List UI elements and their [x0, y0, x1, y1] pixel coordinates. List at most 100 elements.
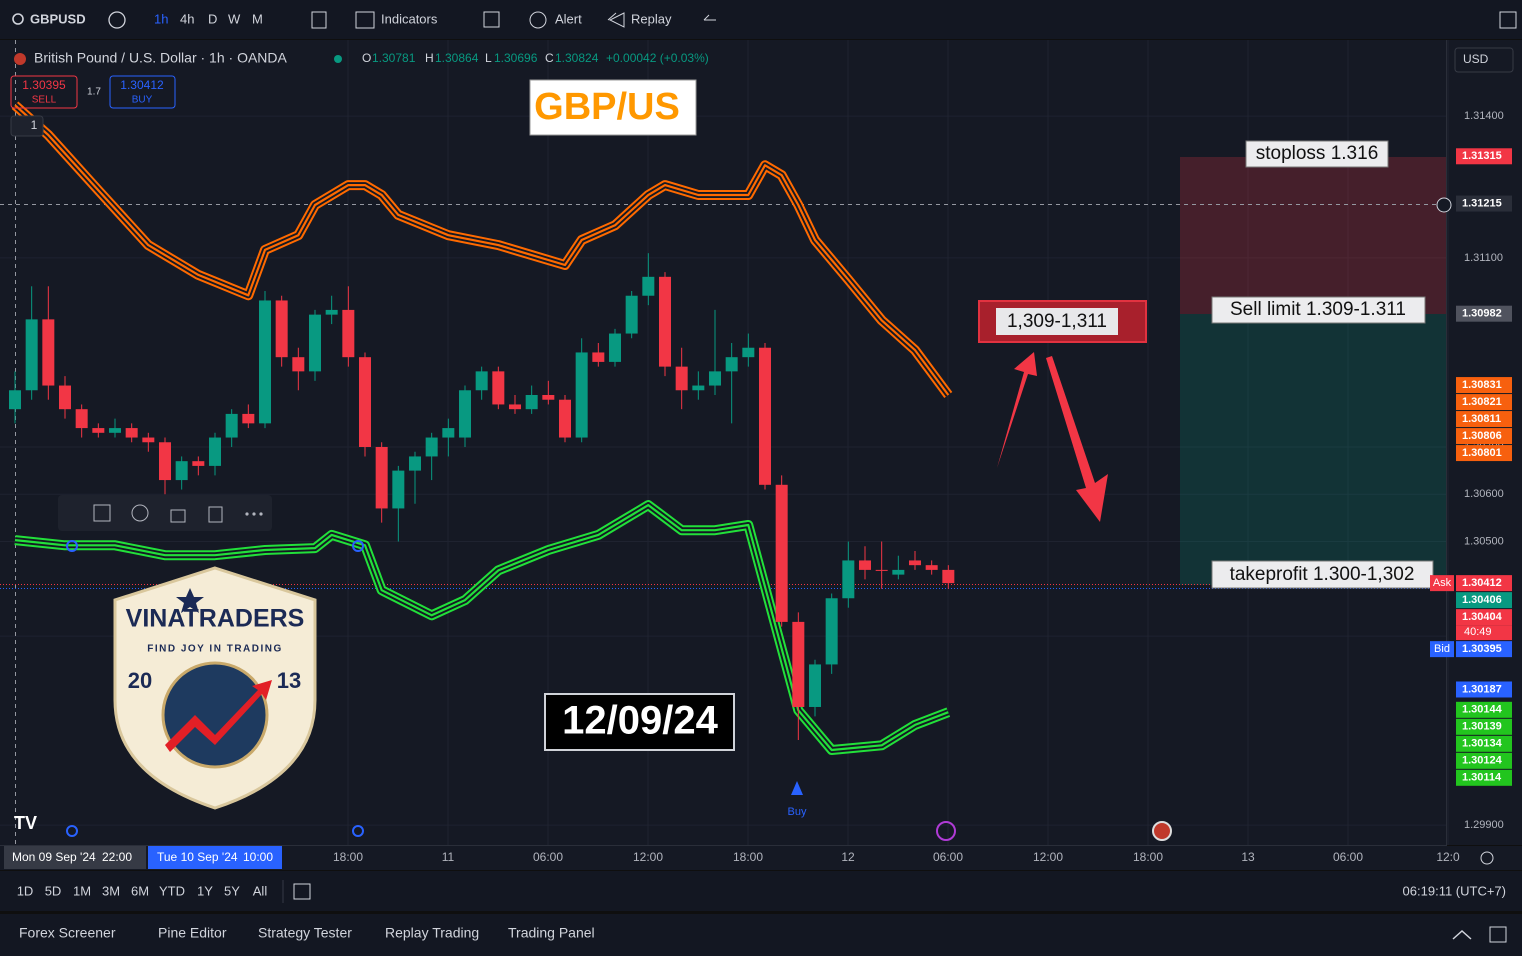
- range-button[interactable]: 1D: [17, 883, 34, 898]
- bottom-tab[interactable]: Strategy Tester: [258, 925, 352, 941]
- range-button[interactable]: 5D: [45, 883, 62, 898]
- buy-label[interactable]: BUY: [132, 95, 153, 106]
- logo-left: 20: [128, 668, 152, 693]
- tool-icon[interactable]: [131, 504, 149, 522]
- range-button[interactable]: 1Y: [197, 883, 213, 898]
- x-tick-label: 06:00: [933, 850, 963, 864]
- add-icon[interactable]: [108, 11, 126, 29]
- more-icon[interactable]: [245, 512, 249, 516]
- sell-button[interactable]: [10, 75, 78, 109]
- range-button[interactable]: 3M: [102, 883, 120, 898]
- y-tick-label: 1.30600: [1464, 488, 1504, 500]
- candle-body: [559, 399, 571, 438]
- price-badge-label: 1.31215: [1462, 197, 1502, 209]
- pair-box: [529, 79, 697, 136]
- indicators[interactable]: Indicators: [381, 11, 438, 26]
- symbol[interactable]: GBPUSD: [30, 11, 86, 26]
- replay-icon[interactable]: [607, 12, 625, 28]
- x-tick-label: 13: [1241, 850, 1255, 864]
- logo-slogan: FIND JOY IN TRADING: [147, 644, 283, 655]
- buy-button[interactable]: [109, 75, 176, 109]
- candle-body: [842, 560, 855, 599]
- search-icon[interactable]: [12, 13, 24, 25]
- chart-type-icon[interactable]: [311, 11, 327, 29]
- sell-price[interactable]: 1.30395: [22, 78, 66, 92]
- bottom-tab[interactable]: Pine Editor: [158, 925, 227, 941]
- alert-icon[interactable]: [529, 11, 547, 29]
- settings-icon[interactable]: [1480, 851, 1494, 865]
- h-label: H: [425, 51, 434, 65]
- candle-body: [925, 565, 938, 570]
- replay[interactable]: Replay: [631, 11, 672, 26]
- price-badge-label: 1.30412: [1462, 577, 1502, 589]
- indicators-icon[interactable]: [355, 11, 375, 29]
- interval[interactable]: D: [208, 11, 217, 26]
- price-badge: [1456, 701, 1512, 718]
- top-toolbar: [0, 0, 1522, 39]
- range-button[interactable]: 5Y: [224, 883, 240, 898]
- price-badge: [1456, 575, 1512, 592]
- candle-body: [525, 394, 538, 410]
- price-badge: [1456, 592, 1512, 609]
- candle-body: [892, 569, 905, 575]
- delete-icon[interactable]: [208, 506, 223, 523]
- price-tag-box: [1430, 641, 1454, 658]
- price-badge: [1456, 445, 1512, 462]
- undo-icon[interactable]: [703, 14, 716, 21]
- range-button[interactable]: 6M: [131, 883, 149, 898]
- interval[interactable]: M: [252, 11, 263, 26]
- candle-body: [692, 385, 705, 391]
- target-zone: [1180, 314, 1446, 585]
- candle-body: [859, 560, 871, 570]
- interval[interactable]: 1h: [154, 11, 168, 26]
- interval[interactable]: W: [228, 11, 241, 26]
- bottom-tab[interactable]: Forex Screener: [19, 925, 116, 941]
- fullscreen-icon[interactable]: [1499, 11, 1517, 29]
- tool-icon[interactable]: [93, 504, 111, 522]
- range-button[interactable]: 1M: [73, 883, 91, 898]
- candle-body: [875, 569, 888, 571]
- change: +0.00042 (+0.03%): [606, 51, 709, 65]
- candle-body: [275, 300, 288, 358]
- currency[interactable]: USD: [1463, 52, 1489, 66]
- bottom-tab[interactable]: Trading Panel: [508, 925, 595, 941]
- sell-label[interactable]: SELL: [32, 95, 57, 106]
- interval[interactable]: 4h: [180, 11, 194, 26]
- bottom-tab[interactable]: Replay Trading: [385, 925, 479, 941]
- price-badge-label: 1.30811: [1462, 413, 1501, 425]
- lock-icon[interactable]: [170, 509, 186, 523]
- range-button[interactable]: YTD: [159, 883, 185, 898]
- candle-body: [592, 352, 605, 362]
- more-icon[interactable]: [259, 512, 263, 516]
- price-badge-label: 1.30187: [1462, 683, 1502, 695]
- logo-right: 13: [277, 668, 301, 693]
- buy-price[interactable]: 1.30412: [120, 78, 164, 92]
- maximize-icon[interactable]: [1489, 926, 1507, 943]
- candle-body: [759, 347, 771, 485]
- plot: [9, 101, 955, 755]
- alert[interactable]: Alert: [555, 11, 582, 26]
- stoploss-zone: [1180, 157, 1446, 314]
- stoploss-box: [1245, 140, 1389, 168]
- candle-body: [225, 413, 238, 438]
- candle-body: [942, 569, 955, 584]
- price-badge: [1456, 195, 1512, 212]
- price-badge-label: 1.31315: [1462, 150, 1502, 162]
- calendar-icon[interactable]: [293, 883, 311, 900]
- collapse-icon[interactable]: [1452, 929, 1472, 940]
- crosshair-plus[interactable]: [1436, 197, 1452, 213]
- x-tick-label: 12:0: [1436, 850, 1460, 864]
- candle-body: [909, 560, 921, 566]
- qty[interactable]: 1: [31, 118, 38, 132]
- more-icon[interactable]: [252, 512, 256, 516]
- countdown: 40:49: [1464, 626, 1492, 638]
- range-button[interactable]: All: [253, 883, 268, 898]
- candle-body: [542, 394, 555, 400]
- candle-body: [175, 461, 188, 481]
- layout-icon[interactable]: [483, 11, 500, 28]
- qty-box[interactable]: [10, 115, 44, 137]
- candle-body: [42, 319, 55, 386]
- currency-box[interactable]: [1454, 47, 1514, 73]
- x-tick-label: 11: [442, 850, 455, 864]
- candle-body: [342, 309, 355, 358]
